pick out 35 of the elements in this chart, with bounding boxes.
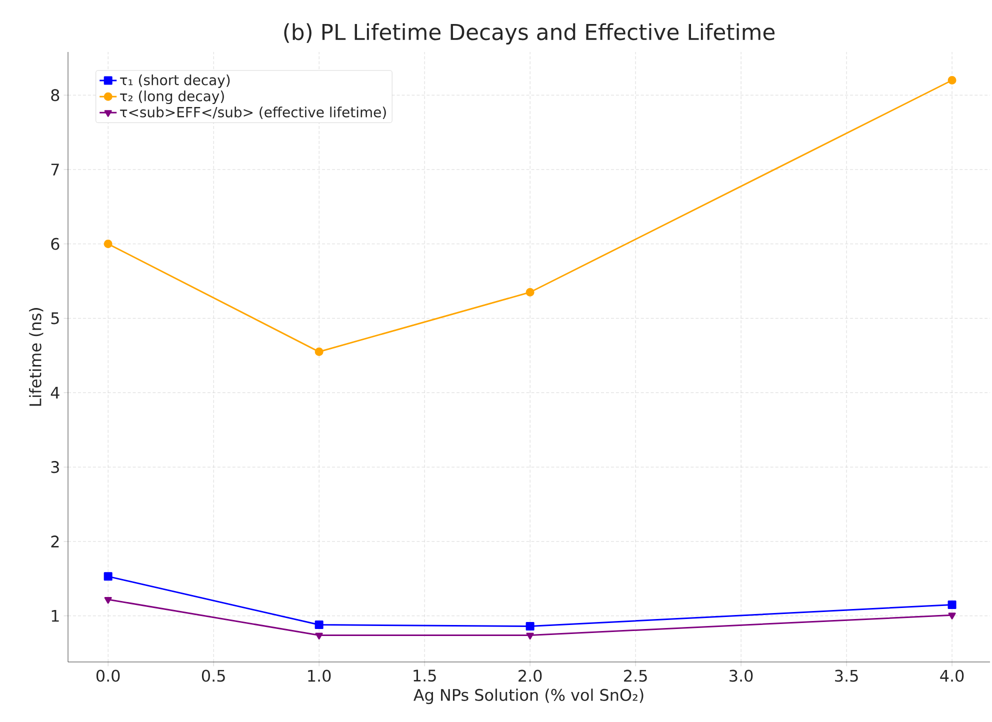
point: [526, 288, 534, 297]
x-axis-title: Ag NPs Solution (% vol SnO₂): [414, 688, 644, 704]
chart-title: (b) PL Lifetime Decays and Effective Lifetime: [284, 23, 775, 44]
point: [526, 622, 534, 631]
point: [314, 620, 324, 630]
y-tick-label: 1: [52, 610, 59, 622]
y-tick-label: 7: [51, 164, 59, 176]
x-tick-label: 0.5: [202, 670, 225, 682]
x-tick-label: 2.0: [518, 670, 542, 682]
x-tick-label: 1.5: [414, 670, 436, 682]
legend-label: τ<sub>EFF</sub> (effective lifetime): [120, 106, 386, 120]
point: [104, 240, 112, 248]
y-tick-label: 5: [51, 312, 59, 324]
y-axis-title: Lifetime (ns): [29, 308, 44, 406]
point: [526, 632, 534, 640]
x-tick-label: 1.0: [308, 670, 331, 682]
point: [948, 76, 956, 85]
point: [314, 348, 324, 356]
x-tick-label: 0.0: [96, 670, 120, 682]
y-tick-label: 8: [51, 89, 60, 102]
point: [104, 596, 112, 604]
legend-label: τ₂ (long decay): [120, 90, 224, 104]
point: [104, 572, 112, 581]
x-tick-label: 4.0: [940, 670, 964, 682]
x-tick-label: 3.5: [835, 670, 858, 682]
y-tick-label: 3: [51, 461, 59, 474]
y-tick-label: 4: [50, 386, 60, 398]
point: [315, 632, 323, 640]
point: [948, 600, 956, 609]
legend-label: τ₁ (short decay): [120, 74, 230, 88]
y-tick-label: 2: [51, 536, 59, 548]
point: [948, 612, 956, 620]
x-tick-label: 3.0: [730, 670, 753, 682]
y-tick-label: 6: [51, 238, 60, 250]
x-tick-label: 2.5: [624, 670, 647, 682]
